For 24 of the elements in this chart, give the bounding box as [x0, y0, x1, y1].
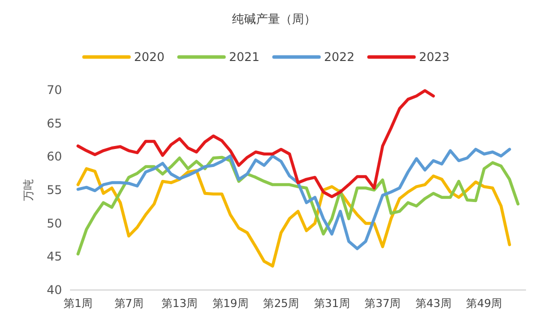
- line-series: [76, 167, 512, 268]
- y-tick-label: 70: [46, 83, 62, 97]
- line-series: [76, 89, 435, 198]
- y-tick-label: 55: [46, 183, 62, 197]
- x-tick-label: 第19周: [212, 297, 248, 310]
- x-tick-label: 第13周: [162, 297, 198, 310]
- x-tick-label: 第7周: [114, 297, 144, 310]
- y-tick-label: 40: [46, 283, 62, 297]
- legend-label: 2022: [324, 50, 355, 64]
- legend-label: 2021: [229, 50, 260, 64]
- y-tick-label: 45: [46, 250, 62, 264]
- chart-title: 纯碱产量（周）: [232, 12, 316, 26]
- y-tick-label: 60: [46, 150, 62, 164]
- legend-label: 2023: [419, 50, 450, 64]
- y-tick-label: 65: [46, 116, 62, 130]
- y-axis-title: 万吨: [22, 179, 35, 201]
- x-tick-label: 第37周: [364, 297, 401, 310]
- x-tick-label: 第43周: [415, 297, 452, 310]
- x-tick-label: 第1周: [64, 297, 92, 310]
- y-tick-label: 50: [46, 216, 62, 230]
- x-tick-label: 第31周: [314, 297, 350, 310]
- x-tick-label: 第25周: [263, 297, 300, 310]
- x-tick-label: 第49周: [466, 297, 502, 310]
- legend-label: 2020: [134, 50, 165, 64]
